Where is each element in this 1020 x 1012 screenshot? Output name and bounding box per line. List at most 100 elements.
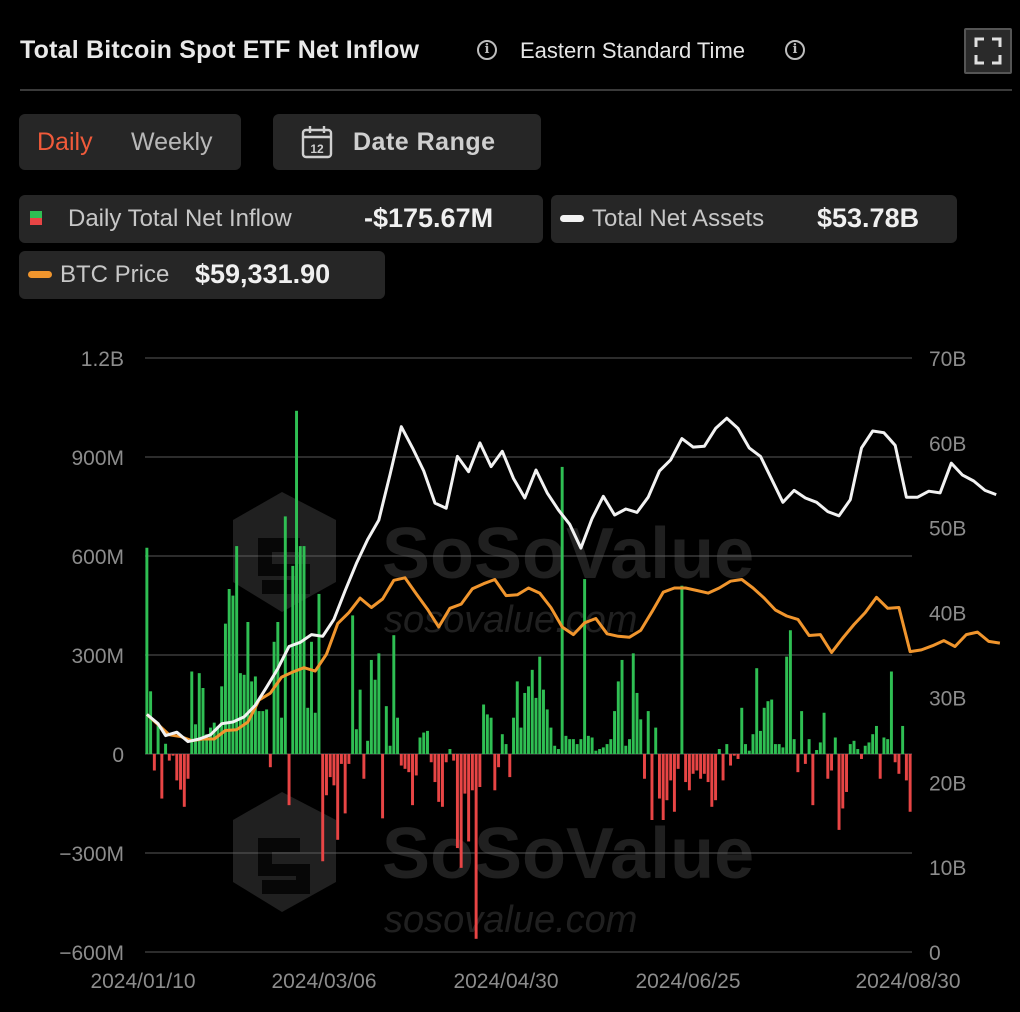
inflow-bar	[601, 747, 605, 754]
legend-inflow[interactable]: Daily Total Net Inflow -$175.67M	[19, 195, 543, 243]
timezone-label: Eastern Standard Time	[520, 38, 746, 63]
inflow-bar	[672, 754, 676, 812]
inflow-bar	[324, 754, 328, 796]
inflow-bar	[863, 745, 867, 754]
y-left-tick: −600M	[59, 942, 124, 965]
inflow-bar	[545, 709, 549, 754]
inflow-bar	[777, 744, 781, 754]
header: Total Bitcoin Spot ETF Net Inflow i East…	[20, 28, 1012, 74]
inflow-bars	[145, 410, 912, 939]
price-swatch	[28, 271, 52, 278]
page-title: Total Bitcoin Spot ETF Net Inflow	[20, 36, 420, 64]
inflow-bar	[369, 659, 373, 754]
x-tick: 2024/06/25	[635, 970, 740, 993]
inflow-bar	[265, 709, 269, 754]
inflow-bar	[590, 737, 594, 754]
inflow-bar	[519, 727, 523, 754]
tab-daily[interactable]: Daily	[37, 128, 93, 156]
inflow-bar	[699, 754, 703, 779]
inflow-bar	[310, 641, 313, 754]
inflow-bar	[549, 727, 553, 754]
axis-labels: 1.2B 900M 600M 300M 0 −300M −600M 70B 60B 50B 40B 3…	[59, 348, 966, 993]
info-icon[interactable]: i	[477, 40, 497, 60]
inflow-bar	[463, 754, 467, 794]
watermark-logo: SoSoValue sosovalue.com	[233, 492, 754, 641]
inflow-bar	[197, 673, 201, 754]
inflow-bar	[631, 653, 635, 754]
inflow-bar	[826, 754, 830, 779]
inflow-bar	[343, 754, 347, 814]
fullscreen-button[interactable]	[964, 28, 1012, 74]
inflow-bar	[149, 691, 153, 754]
inflow-bar	[908, 754, 912, 812]
inflow-bar	[381, 754, 385, 819]
fullscreen-icon	[974, 37, 1002, 65]
inflow-bar	[171, 754, 175, 756]
calendar-day: 12	[310, 142, 324, 156]
inflow-bar	[889, 671, 893, 754]
inflow-bar	[444, 754, 448, 763]
legend-price[interactable]: BTC Price $59,331.90	[19, 251, 385, 299]
timezone-info-icon[interactable]: i	[785, 40, 805, 60]
price-value: $59,331.90	[195, 259, 331, 289]
inflow-bar	[594, 750, 598, 754]
inflow-bar	[504, 744, 508, 754]
inflow-bar	[201, 688, 205, 754]
inflow-bar	[179, 754, 183, 790]
x-tick: 2024/03/06	[271, 970, 376, 993]
inflow-bar	[418, 737, 422, 754]
inflow-bar	[897, 754, 901, 774]
calendar-icon: 12	[301, 126, 333, 159]
period-toggle: Daily Weekly	[19, 114, 241, 170]
inflow-bar	[328, 754, 332, 778]
inflow-bar	[766, 701, 770, 754]
inflow-bar	[152, 754, 156, 771]
y-right-tick: 40B	[929, 603, 966, 626]
legend-assets[interactable]: Total Net Assets $53.78B	[551, 195, 957, 243]
inflow-bar	[807, 739, 811, 754]
y-left-tick: −300M	[59, 843, 124, 866]
inflow-chart: SoSoValue sosovalue.com SoSoValue sosovalue…	[59, 348, 1001, 993]
inflow-bar	[676, 754, 680, 769]
y-left-tick: 900M	[71, 447, 124, 470]
inflow-bar	[669, 754, 673, 781]
inflow-bar	[852, 740, 856, 754]
inflow-bar	[474, 754, 478, 939]
inflow-bar	[882, 737, 886, 754]
inflow-bar	[164, 743, 168, 754]
inflow-bar	[426, 730, 429, 754]
inflow-bar	[332, 754, 336, 786]
inflow-bar	[586, 735, 590, 754]
inflow-bar	[440, 754, 444, 807]
inflow-bar	[541, 689, 545, 754]
inflow-bar	[680, 585, 684, 754]
inflow-bar	[605, 744, 609, 754]
inflow-bar	[298, 546, 302, 754]
watermark-brand: SoSoValue	[382, 514, 754, 594]
date-range-button[interactable]: 12 Date Range	[273, 114, 541, 170]
inflow-bar	[497, 754, 501, 768]
inflow-bar	[414, 754, 418, 776]
inflow-bar	[515, 681, 519, 754]
inflow-bar	[283, 516, 287, 754]
inflow-bar	[740, 707, 744, 754]
inflow-bar	[714, 754, 718, 801]
inflow-bar	[253, 676, 257, 754]
inflow-bar	[321, 754, 325, 862]
inflow-bar	[710, 754, 714, 807]
inflow-bar	[238, 673, 242, 754]
inflow-bar	[512, 717, 516, 754]
inflow-bar	[841, 754, 845, 809]
inflow-bar	[613, 711, 617, 754]
inflow-bar	[646, 711, 650, 754]
inflow-bar	[399, 754, 403, 766]
inflow-bar	[759, 730, 762, 754]
inflow-bar	[773, 744, 777, 754]
tab-weekly[interactable]: Weekly	[131, 128, 213, 156]
inflow-bar	[366, 740, 370, 754]
inflow-bar	[785, 656, 789, 754]
inflow-bar	[856, 749, 860, 754]
inflow-bar	[564, 735, 568, 754]
inflow-bar	[818, 742, 822, 754]
inflow-bar	[433, 754, 437, 783]
